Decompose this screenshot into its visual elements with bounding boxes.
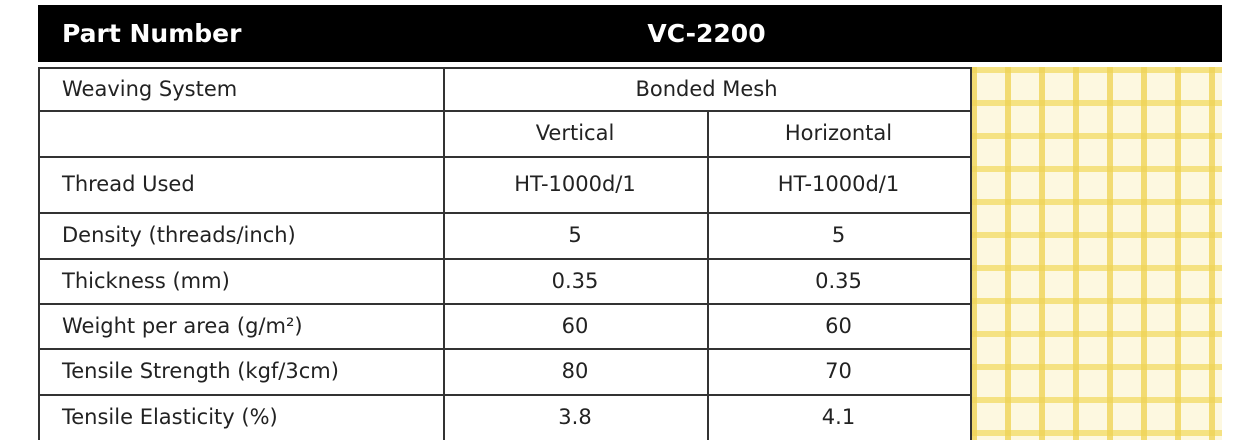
header-label: Part Number	[62, 5, 241, 62]
row-label: Tensile Strength (kgf/3cm)	[62, 348, 339, 394]
cell-value: 5	[443, 212, 707, 258]
row-label: Thread Used	[62, 156, 195, 212]
cell-value: HT-1000d/1	[443, 156, 707, 212]
cell-value: 70	[707, 348, 970, 394]
header-part-number: VC-2200	[443, 5, 970, 62]
cell-value: 60	[707, 303, 970, 348]
row-label: Weaving System	[62, 67, 237, 110]
mesh-image	[971, 67, 1222, 440]
cell-value: 60	[443, 303, 707, 348]
column-border	[38, 67, 40, 440]
column-header: Vertical	[443, 110, 707, 156]
row-label: Weight per area (g/m²)	[62, 303, 303, 348]
cell-value: 0.35	[707, 258, 970, 303]
row-label: Thickness (mm)	[62, 258, 230, 303]
weaving-system-value: Bonded Mesh	[443, 67, 970, 110]
column-header: Horizontal	[707, 110, 970, 156]
cell-value: 4.1	[707, 394, 970, 440]
page: {"header": {"label": "Part Number", "par…	[0, 0, 1256, 440]
cell-value: 0.35	[443, 258, 707, 303]
row-label: Tensile Elasticity (%)	[62, 394, 278, 440]
row-label: Density (threads/inch)	[62, 212, 296, 258]
column-border	[970, 67, 972, 440]
cell-value: HT-1000d/1	[707, 156, 970, 212]
cell-value: 5	[707, 212, 970, 258]
cell-value: 80	[443, 348, 707, 394]
cell-value: 3.8	[443, 394, 707, 440]
